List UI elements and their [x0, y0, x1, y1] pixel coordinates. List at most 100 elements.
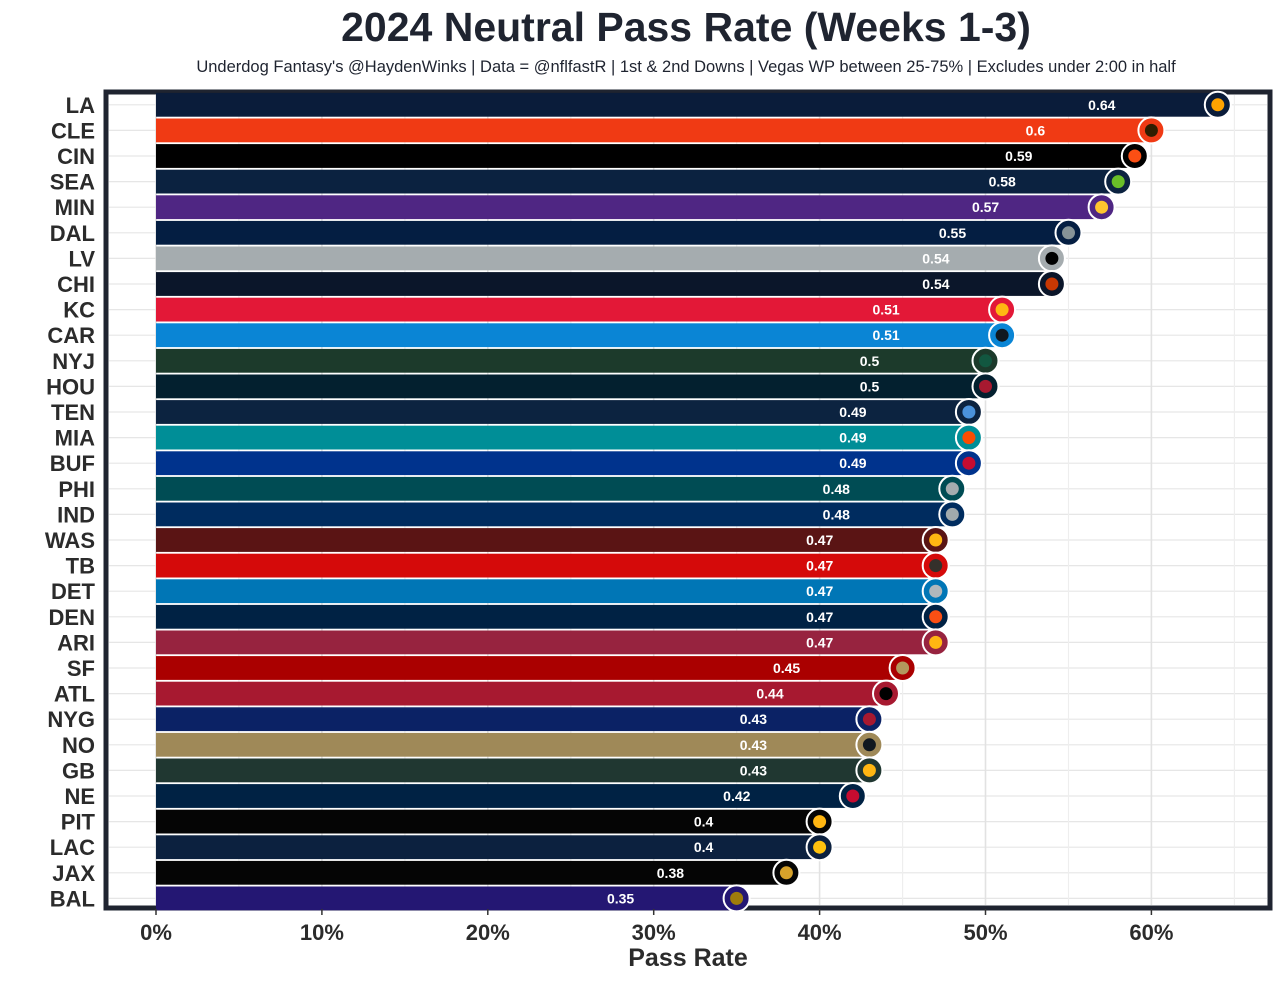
y-tick-label: SF: [67, 656, 95, 681]
commanders-w-logo-icon: [921, 526, 950, 554]
bengals-logo-icon: [1120, 142, 1149, 170]
y-tick-label: DEN: [49, 605, 95, 630]
falcons-logo-icon: [872, 679, 900, 708]
y-tick-label: LAC: [50, 835, 95, 860]
bills-logo-icon: [954, 449, 983, 478]
data-label: 0.45: [773, 660, 800, 676]
chiefs-arrowhead-logo-icon: [988, 295, 1017, 324]
y-tick-label: NE: [64, 784, 95, 809]
bar-ind: [156, 502, 953, 527]
y-tick-label: CAR: [47, 323, 95, 348]
ravens-logo-icon: [722, 884, 751, 913]
bar-nyg: [156, 707, 870, 732]
eagles-logo-icon: [938, 474, 967, 503]
bar-was: [156, 528, 936, 552]
data-label: 0.43: [740, 711, 767, 727]
bar-nyj: [156, 348, 986, 373]
x-tick-label: 30%: [632, 920, 676, 945]
y-tick-label: MIN: [55, 195, 95, 220]
data-label: 0.5: [860, 353, 880, 369]
bar-phi: [156, 476, 953, 501]
lions-logo-icon: [921, 577, 950, 606]
x-tick-label: 40%: [798, 920, 842, 945]
bar-kc: [156, 297, 1003, 322]
x-axis-title: Pass Rate: [628, 944, 748, 972]
chart-title: 2024 Neutral Pass Rate (Weeks 1-3): [341, 4, 1031, 50]
y-tick-label: WAS: [45, 528, 95, 553]
y-tick-label: KC: [63, 298, 95, 323]
bar-pit: [156, 809, 820, 834]
data-labels: 0.64 0.6 0.59 0.58 0.57 0.55 0.54 0.54 0.51 0.51 0…: [607, 97, 1116, 907]
data-label: 0.57: [972, 199, 999, 215]
y-tick-label: ATL: [54, 682, 95, 707]
y-tick-label: NO: [62, 733, 95, 758]
bar-hou: [156, 374, 986, 399]
data-label: 0.55: [939, 225, 966, 241]
bar-sf: [156, 656, 903, 680]
bar-jax: [156, 860, 787, 885]
patriots-logo-icon: [838, 782, 867, 810]
data-label: 0.35: [607, 890, 634, 906]
data-label: 0.59: [1005, 148, 1032, 164]
bar-det: [156, 579, 936, 604]
y-tick-label: HOU: [46, 374, 95, 399]
x-tick-label: 10%: [300, 920, 344, 945]
y-tick-label: TEN: [51, 400, 95, 425]
data-label: 0.42: [723, 788, 750, 804]
cardinals-logo-icon: [921, 628, 950, 657]
texans-logo-icon: [971, 372, 1000, 401]
y-tick-label: BUF: [50, 451, 95, 476]
data-label: 0.49: [839, 404, 866, 420]
bar-car: [156, 323, 1003, 348]
team-logos: [722, 90, 1232, 913]
data-label: 0.58: [989, 174, 1016, 190]
data-label: 0.47: [806, 634, 833, 650]
data-label: 0.43: [740, 762, 767, 778]
x-tick-label: 50%: [963, 920, 1007, 945]
y-tick-label: IND: [57, 502, 95, 527]
data-label: 0.54: [922, 276, 949, 292]
data-label: 0.47: [806, 609, 833, 625]
data-label: 0.49: [839, 430, 866, 446]
data-label: 0.6: [1026, 122, 1046, 138]
data-label: 0.64: [1088, 97, 1115, 113]
raiders-shield-logo-icon: [1037, 244, 1066, 273]
bar-sea: [156, 169, 1119, 194]
y-tick-label: ARI: [57, 630, 95, 655]
x-tick-label: 60%: [1129, 920, 1173, 945]
y-tick-label: DAL: [50, 221, 95, 246]
y-tick-label: TB: [66, 554, 95, 579]
bar-no: [156, 732, 870, 757]
y-tick-label: JAX: [52, 861, 95, 886]
dolphins-logo-icon: [954, 423, 983, 452]
data-label: 0.48: [823, 481, 850, 497]
bar-ten: [156, 400, 969, 424]
steelers-logo-icon: [805, 807, 834, 836]
data-label: 0.38: [657, 865, 684, 881]
y-tick-label: MIA: [55, 426, 95, 451]
cowboys-star-logo-icon: [1054, 218, 1083, 247]
bar-atl: [156, 681, 886, 706]
chart-subtitle: Underdog Fantasy's @HaydenWinks | Data =…: [196, 58, 1176, 76]
data-label: 0.47: [806, 558, 833, 574]
vikings-logo-icon: [1087, 193, 1116, 222]
data-label: 0.49: [839, 455, 866, 471]
y-tick-label: PHI: [58, 477, 95, 502]
x-axis-tick-labels: 0% 10% 20% 30% 40% 50% 60%: [140, 909, 1173, 945]
y-tick-label: BAL: [50, 886, 95, 911]
seahawks-logo-icon: [1104, 167, 1133, 196]
data-label: 0.47: [806, 532, 833, 548]
bar-la: [156, 92, 1218, 117]
49ers-oval-logo-icon: [888, 654, 917, 682]
y-tick-label: GB: [62, 758, 95, 783]
y-tick-label: CIN: [57, 144, 95, 169]
y-axis-tick-labels: LACLECINSEAMINDALLVCHIKCCARNYJHOUTENMIAB…: [45, 93, 96, 912]
broncos-logo-icon: [921, 602, 950, 631]
bar-dal: [156, 220, 1069, 245]
data-label: 0.5: [860, 378, 880, 394]
bar-lac: [156, 835, 820, 860]
y-tick-label: LA: [66, 93, 95, 118]
y-tick-label: SEA: [50, 170, 95, 195]
giants-ny-logo-icon: [855, 705, 884, 734]
